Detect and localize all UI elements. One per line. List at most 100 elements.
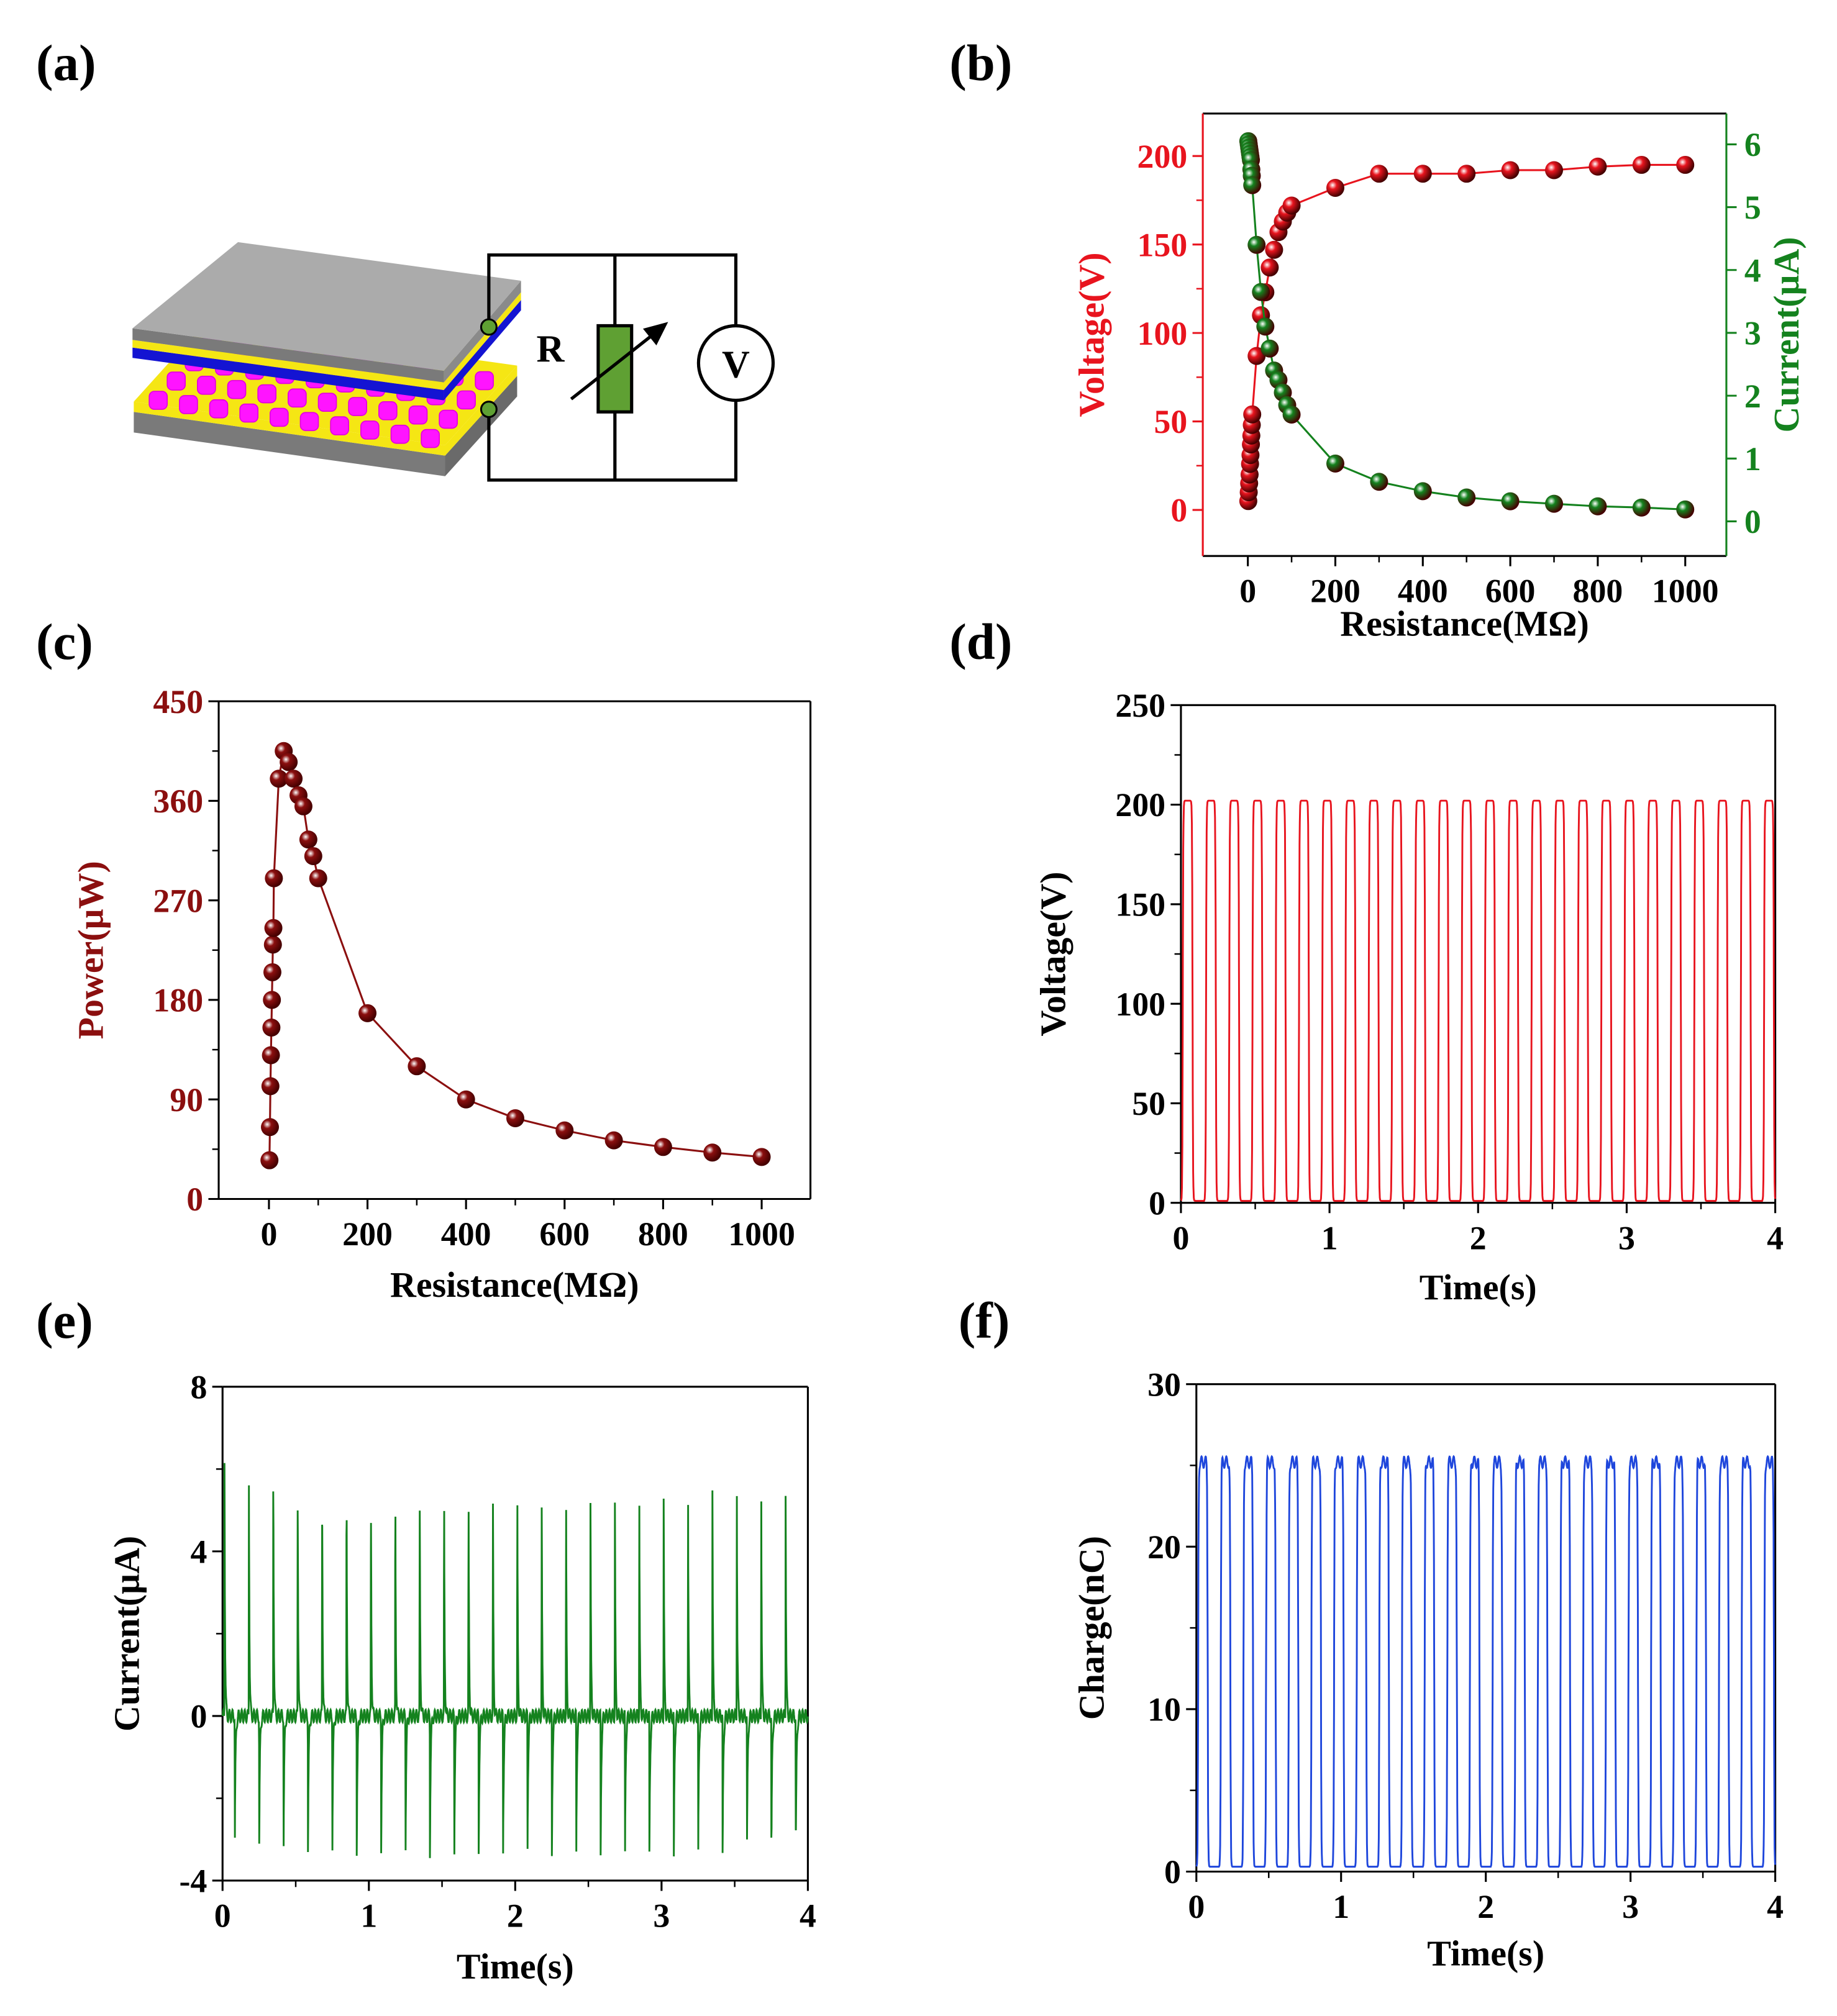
x-tick-label: 0 [214,1897,231,1935]
wire-bottom [487,399,738,482]
y-tick-label: 8 [190,1368,207,1405]
wire-top [487,253,738,327]
data-point-voltage [1265,240,1283,259]
y-tick-label: -4 [180,1863,207,1900]
y-tick-label: 150 [1115,886,1165,924]
panel-label-f: (f) [959,1292,1010,1349]
series-line-voltage [1247,163,1685,501]
y-tick-label: 20 [1147,1528,1181,1566]
x-tick-label: 0 [1172,1219,1189,1256]
data-point-power [309,869,327,888]
x-tick-label: 600 [1485,573,1536,610]
x-tick-label: 200 [1310,573,1361,610]
top-electrode-surface [132,242,521,371]
x-tick-label: 2 [1477,1888,1494,1925]
data-point-voltage [1282,196,1301,215]
arrow-head-icon [643,322,668,346]
x-tick-label: 1 [360,1897,377,1935]
series-line-voltage [1180,799,1777,1202]
voltmeter [696,324,775,402]
y-right-tick-label: 1 [1744,440,1761,478]
x-tick-label: 0 [1239,573,1256,610]
data-point-voltage [1326,178,1344,197]
data-point-power [299,830,317,849]
x-tick-label: 0 [1188,1888,1205,1925]
data-point-power [262,1018,281,1037]
y-tick-label: 50 [1154,403,1187,440]
micro-pillar [360,420,380,440]
resistor-label: R [536,328,565,370]
micro-pillar [408,405,428,425]
y-tick-label: 450 [153,683,203,720]
y-axis-label: Power(μW) [71,861,111,1039]
micro-pillar [148,391,168,410]
x-tick-label: 2 [1470,1219,1487,1256]
x-tick-label: 4 [1767,1219,1784,1256]
data-point-voltage [1247,347,1266,365]
data-point-power [263,991,281,1009]
data-point-current [1326,454,1344,473]
bottom-substrate [134,412,445,476]
x-tick-label: 0 [260,1215,277,1253]
x-tick-label: 4 [800,1897,816,1935]
data-point-power [263,963,281,981]
data-point-voltage [1243,405,1262,424]
y-right-tick-label: 3 [1744,315,1761,352]
micro-pillar [257,384,276,404]
y-tick-label: 360 [153,783,203,820]
x-tick-label: 800 [638,1215,688,1253]
x-tick-label: 3 [653,1897,670,1935]
y-axis-label: Voltage(V) [1033,871,1073,1036]
y-axis-label: Charge(nC) [1072,1536,1112,1720]
data-point-power [265,869,283,888]
micro-pillar [270,407,289,427]
x-tick-label: 1 [1321,1219,1338,1256]
x-axis-label: Time(s) [1427,1933,1544,1974]
data-point-voltage [1676,155,1695,174]
micro-pillar [439,409,458,429]
micro-pillar [197,376,216,395]
terminal-bottom [480,401,498,419]
x-tick-label: 200 [342,1215,393,1253]
bottom-substrate-side [445,376,517,476]
data-point-voltage [1589,157,1607,176]
data-point-power [280,753,298,771]
data-point-voltage [1545,161,1564,179]
circuit [480,253,775,482]
x-tick-label: 600 [539,1215,590,1253]
panel-label-a: (a) [36,34,96,91]
x-tick-label: 3 [1618,1219,1635,1256]
data-point-power [261,1118,280,1137]
y-tick-label: 250 [1115,687,1165,724]
device-schematic [132,242,521,476]
x-tick-label: 400 [1398,573,1448,610]
y-tick-label: 50 [1132,1085,1165,1122]
data-point-current [1260,339,1279,358]
chart-c: 0 200 400 600 800 1000 0 90 180 270 360 450 Resistan… [71,683,812,1305]
data-point-power [506,1109,524,1127]
micro-pillar [317,393,337,412]
top-gold-side [444,292,521,391]
data-point-power [457,1090,475,1109]
y-tick-label: 200 [1137,138,1188,175]
micro-pillar [348,397,367,416]
data-point-power [285,770,303,788]
data-point-voltage [1413,165,1432,183]
data-point-current [1282,405,1301,424]
y-tick-label: 0 [1164,1853,1181,1891]
x-tick-label: 1 [1333,1888,1349,1925]
data-point-power [408,1057,426,1076]
panel-label-b: (b) [949,34,1012,91]
y-tick-label: 270 [153,882,203,919]
top-gold-electrode [132,340,444,391]
y-tick-label: 180 [153,982,203,1019]
micro-pillar [166,371,186,391]
micro-pillar [421,429,440,448]
top-dielectric-film [132,347,444,401]
x-tick-label: 800 [1573,573,1623,610]
data-point-current [1413,482,1432,501]
data-point-power [260,1151,279,1169]
x-tick-label: 3 [1622,1888,1639,1925]
data-point-current [1243,176,1262,194]
data-point-power [264,919,283,937]
